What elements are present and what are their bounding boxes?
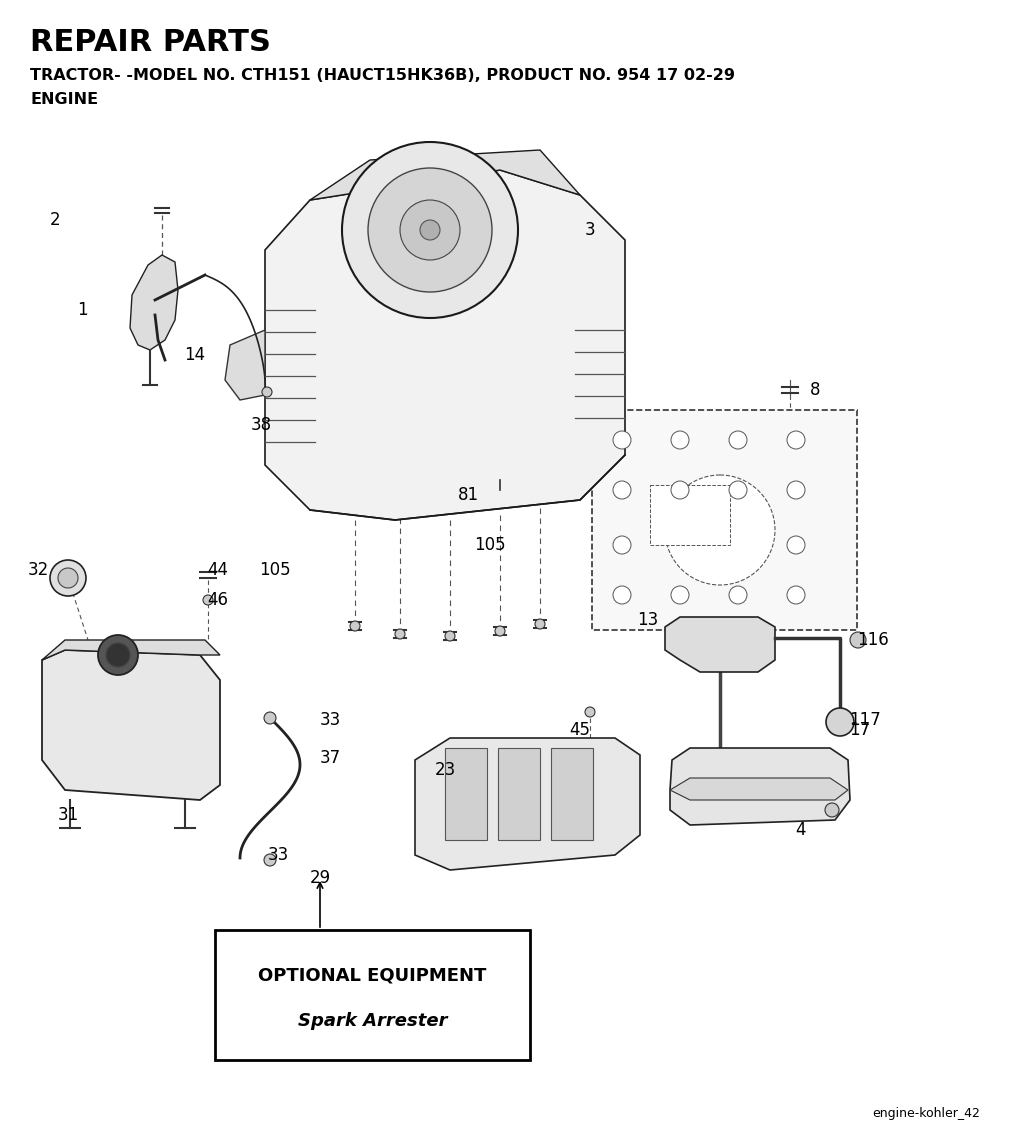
- Text: 1: 1: [77, 301, 87, 319]
- Bar: [551, 748, 593, 840]
- Text: 14: 14: [184, 346, 206, 364]
- Circle shape: [787, 481, 805, 499]
- Polygon shape: [42, 640, 220, 660]
- Text: 29: 29: [309, 869, 331, 887]
- Circle shape: [98, 635, 138, 674]
- Circle shape: [264, 855, 276, 866]
- Circle shape: [495, 626, 505, 635]
- Text: TRACTOR- -MODEL NO. CTH151 (HAUCT15HK36B), PRODUCT NO. 954 17 02-29: TRACTOR- -MODEL NO. CTH151 (HAUCT15HK36B…: [30, 68, 735, 83]
- Circle shape: [671, 481, 689, 499]
- Circle shape: [420, 220, 440, 240]
- Polygon shape: [670, 778, 848, 799]
- Text: 38: 38: [251, 416, 271, 434]
- Circle shape: [613, 586, 631, 604]
- Bar: [215, 930, 530, 1060]
- Circle shape: [106, 643, 130, 668]
- Text: 3: 3: [585, 221, 595, 239]
- Text: Spark Arrester: Spark Arrester: [298, 1012, 447, 1030]
- Circle shape: [613, 481, 631, 499]
- Text: 23: 23: [434, 760, 456, 779]
- Circle shape: [826, 708, 854, 736]
- Circle shape: [613, 431, 631, 448]
- Circle shape: [825, 803, 839, 817]
- Bar: [498, 748, 540, 840]
- Circle shape: [729, 586, 746, 604]
- Polygon shape: [42, 650, 220, 799]
- Text: 17: 17: [850, 721, 870, 739]
- Circle shape: [613, 536, 631, 554]
- Circle shape: [262, 387, 272, 397]
- Circle shape: [535, 619, 545, 629]
- Text: 105: 105: [474, 536, 506, 554]
- Text: 37: 37: [319, 749, 341, 767]
- Text: 2: 2: [50, 211, 60, 229]
- Text: OPTIONAL EQUIPMENT: OPTIONAL EQUIPMENT: [258, 967, 486, 984]
- Bar: [650, 485, 730, 545]
- Text: engine-kohler_42: engine-kohler_42: [872, 1107, 980, 1119]
- Circle shape: [787, 431, 805, 448]
- Circle shape: [264, 712, 276, 724]
- Circle shape: [665, 475, 775, 585]
- Text: 31: 31: [57, 806, 79, 824]
- Circle shape: [671, 431, 689, 448]
- Circle shape: [787, 536, 805, 554]
- Text: 46: 46: [208, 591, 228, 609]
- Circle shape: [729, 431, 746, 448]
- Polygon shape: [310, 150, 580, 200]
- Text: 81: 81: [458, 486, 478, 504]
- Polygon shape: [265, 170, 625, 520]
- Circle shape: [50, 560, 86, 596]
- Circle shape: [787, 586, 805, 604]
- Circle shape: [203, 595, 213, 604]
- Circle shape: [445, 631, 455, 641]
- Bar: [592, 409, 857, 630]
- Circle shape: [368, 167, 492, 292]
- Text: 33: 33: [319, 711, 341, 729]
- Circle shape: [850, 632, 866, 648]
- Text: 116: 116: [857, 631, 889, 649]
- Circle shape: [400, 200, 460, 260]
- Circle shape: [350, 621, 360, 631]
- Circle shape: [585, 707, 595, 717]
- Polygon shape: [665, 617, 775, 672]
- Text: 44: 44: [208, 561, 228, 579]
- Text: 32: 32: [28, 561, 48, 579]
- Bar: [445, 748, 487, 840]
- Circle shape: [395, 629, 406, 639]
- Text: 45: 45: [569, 721, 591, 739]
- Text: ENGINE: ENGINE: [30, 92, 98, 107]
- Polygon shape: [225, 330, 265, 400]
- Circle shape: [729, 481, 746, 499]
- Text: 33: 33: [267, 846, 289, 864]
- Polygon shape: [670, 748, 850, 825]
- Circle shape: [58, 568, 78, 588]
- Circle shape: [342, 142, 518, 318]
- Text: 8: 8: [810, 381, 820, 399]
- Polygon shape: [415, 738, 640, 871]
- Circle shape: [671, 586, 689, 604]
- Polygon shape: [130, 255, 178, 350]
- Text: 117: 117: [849, 711, 881, 729]
- Text: REPAIR PARTS: REPAIR PARTS: [30, 28, 271, 57]
- Text: 4: 4: [795, 821, 805, 838]
- Text: 13: 13: [637, 611, 658, 629]
- Text: 105: 105: [259, 561, 291, 579]
